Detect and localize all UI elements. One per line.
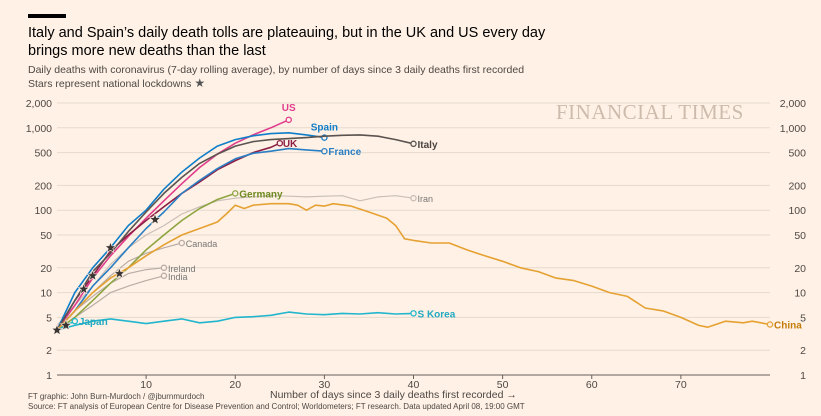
series-end-point-iran: [410, 194, 417, 202]
y-tick-label-left: 2,000: [26, 98, 52, 110]
y-tick-label-right: 1: [800, 370, 806, 382]
series-end-point-china: [766, 321, 774, 328]
series-line-italy: [56, 134, 414, 331]
y-tick-label-left: 2: [46, 345, 52, 357]
series-end-point-s-korea: [410, 310, 417, 317]
series-label-canada: Canada: [186, 239, 218, 249]
footer: FT graphic: John Burn-Murdoch / @jburnmu…: [28, 392, 525, 411]
series-end-point-us: [285, 116, 292, 124]
x-tick-label: 70: [675, 379, 687, 391]
series-label-us: US: [282, 103, 296, 114]
series-end-point-germany: [231, 190, 239, 197]
subtitle-line1: Daily deaths with coronavirus (7-day rol…: [28, 64, 525, 76]
x-tick-label: 20: [229, 379, 241, 391]
series-line-s-korea: [56, 311, 414, 331]
y-tick-label-right: 2,000: [780, 98, 806, 110]
y-tick-label-left: 1,000: [26, 123, 52, 135]
y-tick-label-left: 20: [40, 263, 52, 275]
y-tick-label-right: 200: [788, 180, 806, 192]
series-label-china: China: [774, 321, 802, 332]
y-tick-label-left: 10: [40, 288, 52, 300]
x-axis-label: Number of days since 3 daily deaths firs…: [270, 389, 517, 401]
chart-title: Italy and Spain’s daily death tolls are …: [28, 25, 546, 59]
x-tick-label: 10: [140, 379, 152, 391]
series-end-point-japan: [71, 317, 79, 325]
x-tick-label: 40: [408, 379, 420, 391]
y-tick-label-left: 5: [46, 312, 52, 324]
series-line-iran: [56, 195, 414, 326]
y-tick-label-left: 1: [46, 370, 52, 382]
lockdown-star: [77, 282, 90, 295]
series-line-france: [56, 147, 325, 331]
lockdown-star: [113, 267, 126, 279]
series-label-germany: Germany: [239, 189, 283, 200]
series-line-germany: [56, 192, 236, 331]
series-label-iran: Iran: [418, 194, 434, 204]
series-end-point-ireland: [160, 264, 168, 272]
series-end-point-canada: [178, 239, 186, 247]
chart-subtitle: Daily deaths with coronavirus (7-day rol…: [28, 64, 628, 91]
series-end-point-uk: [276, 139, 284, 147]
series-end-point-france: [321, 147, 328, 155]
series-label-uk: UK: [283, 139, 298, 150]
series-end-point-india: [160, 272, 168, 280]
y-tick-label-right: 500: [788, 148, 806, 160]
top-accent-bar: [28, 14, 66, 18]
y-tick-label-right: 20: [794, 263, 806, 275]
lockdown-star: [50, 323, 64, 336]
lockdown-star: [86, 269, 99, 281]
lockdown-star: [148, 213, 162, 225]
y-tick-label-left: 500: [34, 148, 52, 160]
y-tick-label-right: 1,000: [780, 123, 806, 135]
y-tick-label-right: 100: [788, 205, 806, 217]
lockdown-star: [59, 318, 72, 331]
series-line-spain: [56, 132, 325, 331]
series-label-spain: Spain: [311, 123, 338, 134]
series-line-china: [56, 202, 771, 331]
footer-source: Source: FT analysis of European Centre f…: [28, 401, 525, 411]
x-tick-label: 30: [319, 379, 331, 391]
series-label-france: France: [328, 147, 361, 158]
x-tick-label: 60: [586, 379, 598, 391]
series-label-s-korea: S Korea: [418, 309, 456, 320]
series-end-point-italy: [410, 140, 417, 148]
footer-credit: FT graphic: John Burn-Murdoch / @jburnmu…: [28, 392, 205, 401]
y-tick-label-right: 2: [800, 345, 806, 357]
x-tick-label: 50: [497, 379, 509, 391]
lockdown-star: [104, 241, 117, 253]
series-label-japan: Japan: [79, 317, 108, 328]
subtitle-line2: Stars represent national lockdowns: [28, 78, 192, 90]
y-tick-label-right: 10: [794, 288, 806, 300]
y-tick-label-right: 50: [794, 230, 806, 242]
series-line-us: [56, 119, 290, 331]
series-label-italy: Italy: [418, 140, 438, 151]
series-label-india: India: [168, 272, 188, 282]
y-tick-label-left: 200: [34, 180, 52, 192]
y-tick-label-left: 100: [34, 205, 52, 217]
brand-logo: FINANCIAL TIMES: [556, 100, 744, 124]
y-tick-label-right: 5: [800, 312, 806, 324]
star-icon: ★: [194, 76, 206, 90]
y-tick-label-left: 50: [40, 230, 52, 242]
series-label-ireland: Ireland: [168, 264, 196, 274]
